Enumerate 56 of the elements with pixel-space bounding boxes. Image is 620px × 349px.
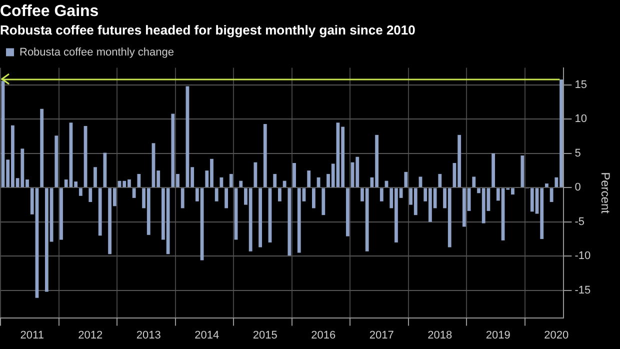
bar (78, 188, 82, 196)
x-tick-label: 2020 (544, 329, 569, 342)
bar (550, 188, 554, 202)
y-tick-label: 0 (574, 182, 581, 194)
bar (180, 188, 184, 208)
chart-title: Coffee Gains (0, 3, 99, 20)
bar (94, 167, 97, 188)
bar (307, 170, 311, 188)
bar (282, 180, 286, 188)
y-tick-label: -5 (574, 216, 584, 228)
bar (312, 188, 316, 208)
bar (258, 188, 262, 248)
bar (492, 153, 496, 188)
legend-label: Robusta coffee monthly change (20, 46, 174, 58)
x-tick-label: 2012 (78, 329, 103, 342)
x-tick-label: 2017 (369, 329, 394, 342)
chart-subtitle: Robusta coffee futures headed for biggest monthly gain since 2010 (0, 22, 416, 38)
bar (322, 188, 326, 216)
bar (438, 174, 442, 188)
bar (472, 176, 476, 188)
bar (273, 174, 277, 188)
y-tick-label: -15 (574, 284, 591, 296)
bar (224, 188, 228, 208)
bar (98, 188, 102, 236)
x-tick-label: 2015 (252, 329, 278, 342)
bar (288, 188, 292, 256)
y-tick-label: -10 (574, 250, 591, 262)
y-axis-title: Percent (598, 172, 612, 214)
bar (239, 180, 243, 188)
bar (292, 163, 296, 188)
bar (54, 136, 58, 188)
x-tick-label: 2014 (194, 329, 220, 342)
y-tick-label: 15 (574, 78, 587, 91)
bar (545, 184, 548, 188)
bar (520, 155, 524, 188)
bar (103, 152, 107, 188)
bar (88, 188, 92, 202)
y-tick-label: 5 (574, 147, 581, 160)
bar (229, 174, 233, 188)
bar (404, 172, 408, 188)
x-tick-label: 2013 (136, 329, 161, 342)
bar (380, 188, 384, 202)
x-tick-label: 2011 (20, 329, 44, 342)
bar (254, 162, 258, 188)
x-tick-label: 2018 (428, 329, 452, 342)
bar (132, 188, 136, 198)
bar (137, 174, 141, 188)
bar (278, 188, 282, 202)
x-tick-label: 2016 (311, 329, 336, 342)
y-tick-label: 10 (574, 113, 587, 126)
bar (346, 188, 350, 236)
bar (263, 124, 267, 188)
bar (40, 108, 44, 188)
bar (60, 188, 63, 240)
bar (214, 188, 218, 202)
x-tick-label: 2019 (486, 329, 510, 342)
